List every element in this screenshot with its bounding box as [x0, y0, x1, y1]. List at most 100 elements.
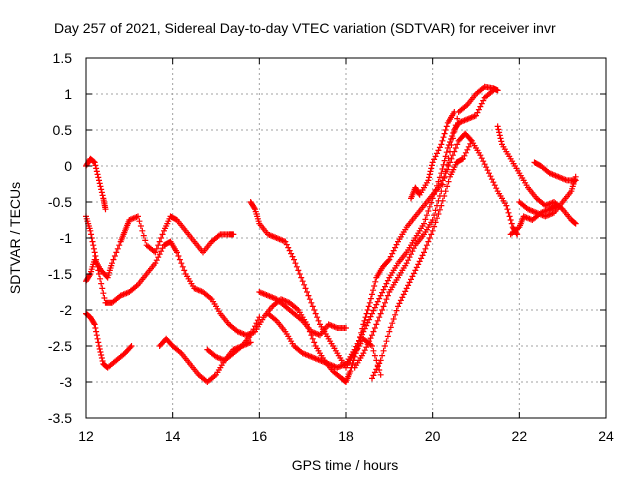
- data-point-marker: [98, 189, 105, 196]
- data-point-marker: [97, 349, 104, 355]
- data-point-marker: [572, 220, 579, 227]
- data-point-marker: [309, 303, 316, 310]
- data-point-marker: [504, 206, 511, 213]
- data-point-marker: [428, 199, 435, 206]
- data-point-marker: [495, 126, 502, 133]
- data-point-marker: [389, 320, 396, 327]
- data-point-marker: [179, 263, 186, 270]
- series-track-15: [531, 159, 579, 184]
- data-point-marker: [377, 310, 384, 317]
- data-point-marker: [428, 162, 435, 169]
- data-point-marker: [383, 338, 390, 345]
- series-track-10: [351, 83, 501, 371]
- data-point-marker: [94, 335, 101, 342]
- data-point-marker: [454, 141, 461, 148]
- data-point-marker: [295, 267, 302, 274]
- data-point-marker: [305, 292, 312, 299]
- data-point-marker: [98, 280, 105, 287]
- data-point-marker: [364, 307, 371, 313]
- data-point-marker: [390, 316, 397, 322]
- data-point-marker: [496, 132, 503, 139]
- data-point-marker: [97, 275, 104, 282]
- data-point-marker: [181, 267, 188, 274]
- data-point-marker: [97, 183, 104, 190]
- data-point-marker: [88, 231, 95, 238]
- data-point-marker: [369, 343, 375, 349]
- data-point-marker: [425, 177, 432, 184]
- x-tick-label: 18: [338, 428, 354, 444]
- series-track-13: [494, 123, 579, 227]
- x-axis-title: GPS time / hours: [292, 457, 399, 473]
- data-point-marker: [343, 325, 349, 331]
- data-point-marker: [445, 155, 452, 162]
- data-point-marker: [152, 249, 159, 256]
- y-tick-label: -3: [60, 374, 73, 390]
- data-point-marker: [505, 209, 512, 216]
- data-point-marker: [374, 317, 381, 324]
- data-point-marker: [448, 142, 455, 148]
- data-point-marker: [99, 358, 106, 364]
- data-point-marker: [426, 174, 433, 181]
- data-point-marker: [135, 213, 141, 220]
- series-track-12: [408, 109, 458, 202]
- data-point-marker: [309, 335, 316, 342]
- data-point-marker: [438, 202, 445, 209]
- data-point-marker: [439, 197, 446, 204]
- data-point-marker: [99, 285, 106, 292]
- data-point-marker: [92, 253, 99, 259]
- data-point-marker: [102, 206, 109, 213]
- data-point-marker: [298, 274, 305, 281]
- data-point-marker: [96, 346, 103, 352]
- data-point-marker: [111, 253, 118, 259]
- data-point-marker: [373, 321, 380, 328]
- data-point-marker: [494, 87, 501, 94]
- data-point-marker: [137, 223, 144, 229]
- data-point-marker: [156, 238, 163, 245]
- series-track-8: [256, 289, 349, 339]
- data-point-marker: [367, 295, 374, 302]
- data-point-marker: [93, 168, 100, 175]
- chart-title: Day 257 of 2021, Sidereal Day-to-day VTE…: [54, 20, 556, 36]
- series-track-9: [265, 87, 497, 371]
- series-track-4: [83, 310, 135, 371]
- data-point-marker: [444, 145, 451, 151]
- data-point-marker: [425, 208, 432, 214]
- data-point-marker: [494, 123, 501, 130]
- data-point-marker: [361, 317, 368, 324]
- data-point-marker: [100, 290, 107, 297]
- data-point-marker: [113, 249, 120, 256]
- data-point-marker: [230, 231, 237, 238]
- data-point-marker: [451, 109, 458, 115]
- data-point-marker: [496, 129, 503, 136]
- data-point-marker: [178, 260, 185, 267]
- data-point-marker: [311, 339, 318, 346]
- data-point-marker: [92, 162, 99, 169]
- data-point-marker: [382, 299, 388, 306]
- data-point-marker: [449, 152, 456, 159]
- data-point-marker: [302, 285, 309, 292]
- data-point-marker: [444, 183, 451, 190]
- data-point-marker: [139, 227, 146, 234]
- data-point-marker: [454, 115, 461, 122]
- y-tick-label: -1: [60, 230, 73, 246]
- data-point-marker: [362, 314, 369, 321]
- data-point-marker: [91, 321, 98, 328]
- data-point-marker: [497, 135, 504, 142]
- data-point-marker: [256, 314, 263, 321]
- data-point-marker: [384, 333, 391, 340]
- data-point-marker: [299, 278, 306, 285]
- data-point-marker: [312, 310, 319, 317]
- data-point-marker: [421, 249, 427, 256]
- data-point-marker: [142, 237, 149, 244]
- data-point-marker: [96, 177, 102, 184]
- data-point-marker: [87, 227, 94, 234]
- data-point-marker: [441, 157, 448, 164]
- data-point-marker: [435, 178, 442, 185]
- axes: 12 14 16 18 20 22 24 -3.5 -3 -2.5 -2 -1.5 -1 -0.5 0 0.5…: [48, 50, 614, 444]
- data-point-marker: [387, 324, 394, 331]
- data-point-marker: [371, 325, 378, 331]
- data-point-marker: [385, 257, 392, 264]
- data-point-marker: [450, 130, 457, 136]
- data-point-marker: [442, 188, 449, 195]
- data-point-marker: [421, 220, 427, 227]
